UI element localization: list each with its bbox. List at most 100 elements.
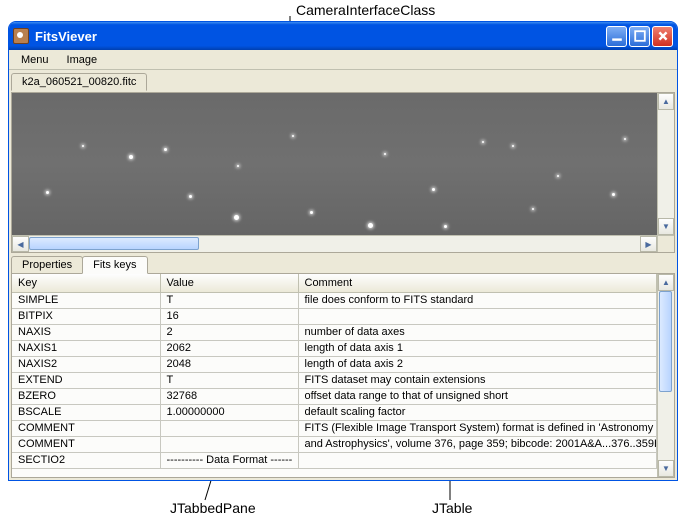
star bbox=[532, 208, 534, 210]
scroll-thumb[interactable] bbox=[659, 291, 672, 392]
table-cell: offset data range to that of unsigned sh… bbox=[298, 388, 657, 404]
table-row[interactable]: NAXIS22048length of data axis 2 bbox=[12, 356, 657, 372]
scroll-up-icon[interactable]: ▲ bbox=[658, 274, 674, 291]
scroll-thumb[interactable] bbox=[29, 237, 199, 250]
fits-image-view[interactable] bbox=[12, 93, 657, 235]
image-panel: ▲ ▼ ◀ ▶ bbox=[11, 92, 675, 253]
table-cell: BITPIX bbox=[12, 308, 160, 324]
star bbox=[310, 211, 313, 214]
table-cell: 2 bbox=[160, 324, 298, 340]
star bbox=[444, 225, 447, 228]
table-cell: SECTIO2 bbox=[12, 452, 160, 468]
image-horizontal-scrollbar[interactable]: ◀ ▶ bbox=[12, 235, 657, 252]
table-cell: NAXIS2 bbox=[12, 356, 160, 372]
scroll-corner bbox=[657, 235, 674, 252]
table-row[interactable]: NAXIS2number of data axes bbox=[12, 324, 657, 340]
table-cell: NAXIS1 bbox=[12, 340, 160, 356]
annotation-top: CameraInterfaceClass bbox=[296, 2, 435, 18]
table-cell: SIMPLE bbox=[12, 292, 160, 308]
maximize-button[interactable] bbox=[629, 26, 650, 47]
star bbox=[129, 155, 133, 159]
table-row[interactable]: SECTIO2---------- Data Format ------ bbox=[12, 452, 657, 468]
star bbox=[512, 145, 514, 147]
table-row[interactable]: BZERO32768offset data range to that of u… bbox=[12, 388, 657, 404]
table-row[interactable]: BITPIX16 bbox=[12, 308, 657, 324]
menu-menu[interactable]: Menu bbox=[13, 52, 57, 68]
scroll-track[interactable] bbox=[29, 236, 640, 252]
table-row[interactable]: NAXIS12062length of data axis 1 bbox=[12, 340, 657, 356]
scroll-down-icon[interactable]: ▼ bbox=[658, 460, 674, 477]
menu-image[interactable]: Image bbox=[59, 52, 106, 68]
scroll-track[interactable] bbox=[658, 110, 674, 218]
fitsviewer-window: FitsViever Menu Image k2a_060521_00820.f… bbox=[8, 21, 678, 481]
table-vertical-scrollbar[interactable]: ▲ ▼ bbox=[657, 274, 674, 477]
star bbox=[624, 138, 626, 140]
star bbox=[164, 148, 167, 151]
scroll-up-icon[interactable]: ▲ bbox=[658, 93, 674, 110]
tab-properties[interactable]: Properties bbox=[11, 256, 83, 274]
scroll-right-icon[interactable]: ▶ bbox=[640, 236, 657, 252]
table-cell: default scaling factor bbox=[298, 404, 657, 420]
table-row[interactable]: BSCALE1.00000000default scaling factor bbox=[12, 404, 657, 420]
star bbox=[189, 195, 192, 198]
close-button[interactable] bbox=[652, 26, 673, 47]
table-cell bbox=[298, 308, 657, 324]
column-header[interactable]: Comment bbox=[298, 274, 657, 292]
table-cell: FITS dataset may contain extensions bbox=[298, 372, 657, 388]
column-header[interactable]: Key bbox=[12, 274, 160, 292]
scroll-down-icon[interactable]: ▼ bbox=[658, 218, 674, 235]
table-cell: FITS (Flexible Image Transport System) f… bbox=[298, 420, 657, 436]
table-cell: 2048 bbox=[160, 356, 298, 372]
star bbox=[612, 193, 615, 196]
table-row[interactable]: EXTENDTFITS dataset may contain extensio… bbox=[12, 372, 657, 388]
table-row[interactable]: COMMENT FITS (Flexible Image Transport Sy… bbox=[12, 420, 657, 436]
table-cell: NAXIS bbox=[12, 324, 160, 340]
star bbox=[368, 223, 373, 228]
scroll-left-icon[interactable]: ◀ bbox=[12, 236, 29, 252]
table-cell: 16 bbox=[160, 308, 298, 324]
minimize-button[interactable] bbox=[606, 26, 627, 47]
table-cell bbox=[160, 436, 298, 452]
table-cell: COMMENT bbox=[12, 420, 160, 436]
table-cell: length of data axis 1 bbox=[298, 340, 657, 356]
table-cell: length of data axis 2 bbox=[298, 356, 657, 372]
table-cell: and Astrophysics', volume 376, page 359;… bbox=[298, 436, 657, 452]
table-cell: file does conform to FITS standard bbox=[298, 292, 657, 308]
menubar: Menu Image bbox=[9, 50, 677, 70]
annotation-jtabbedpane: JTabbedPane bbox=[170, 500, 256, 516]
table-cell: 32768 bbox=[160, 388, 298, 404]
table-cell: T bbox=[160, 372, 298, 388]
table-cell bbox=[298, 452, 657, 468]
tab-content: KeyValueComment SIMPLETfile does conform… bbox=[11, 273, 675, 478]
file-tab[interactable]: k2a_060521_00820.fitc bbox=[11, 73, 147, 91]
star bbox=[237, 165, 239, 167]
table-cell: EXTEND bbox=[12, 372, 160, 388]
table-row[interactable]: COMMENT and Astrophysics', volume 376, pa… bbox=[12, 436, 657, 452]
column-header[interactable]: Value bbox=[160, 274, 298, 292]
window-title: FitsViever bbox=[35, 29, 606, 44]
table-cell: 1.00000000 bbox=[160, 404, 298, 420]
image-vertical-scrollbar[interactable]: ▲ ▼ bbox=[657, 93, 674, 235]
table-cell: 2062 bbox=[160, 340, 298, 356]
star bbox=[384, 153, 386, 155]
titlebar[interactable]: FitsViever bbox=[9, 22, 677, 50]
tabstrip: Properties Fits keys bbox=[11, 256, 675, 274]
table-cell: ---------- Data Format ------ bbox=[160, 452, 298, 468]
star bbox=[482, 141, 484, 143]
annotation-jtable: JTable bbox=[432, 500, 472, 516]
jtable: KeyValueComment SIMPLETfile does conform… bbox=[12, 274, 657, 477]
table-cell bbox=[160, 420, 298, 436]
star bbox=[46, 191, 49, 194]
tab-fitskeys[interactable]: Fits keys bbox=[82, 256, 147, 274]
table-cell: COMMENT bbox=[12, 436, 160, 452]
app-icon bbox=[13, 28, 29, 44]
table-row[interactable]: SIMPLETfile does conform to FITS standar… bbox=[12, 292, 657, 308]
star bbox=[234, 215, 239, 220]
jtabbedpane: Properties Fits keys KeyValueComment SIM… bbox=[11, 255, 675, 478]
star bbox=[82, 145, 84, 147]
scroll-track[interactable] bbox=[658, 291, 674, 460]
file-tabstrip: k2a_060521_00820.fitc bbox=[9, 70, 677, 92]
star bbox=[432, 188, 435, 191]
table-cell: BSCALE bbox=[12, 404, 160, 420]
table-cell: number of data axes bbox=[298, 324, 657, 340]
